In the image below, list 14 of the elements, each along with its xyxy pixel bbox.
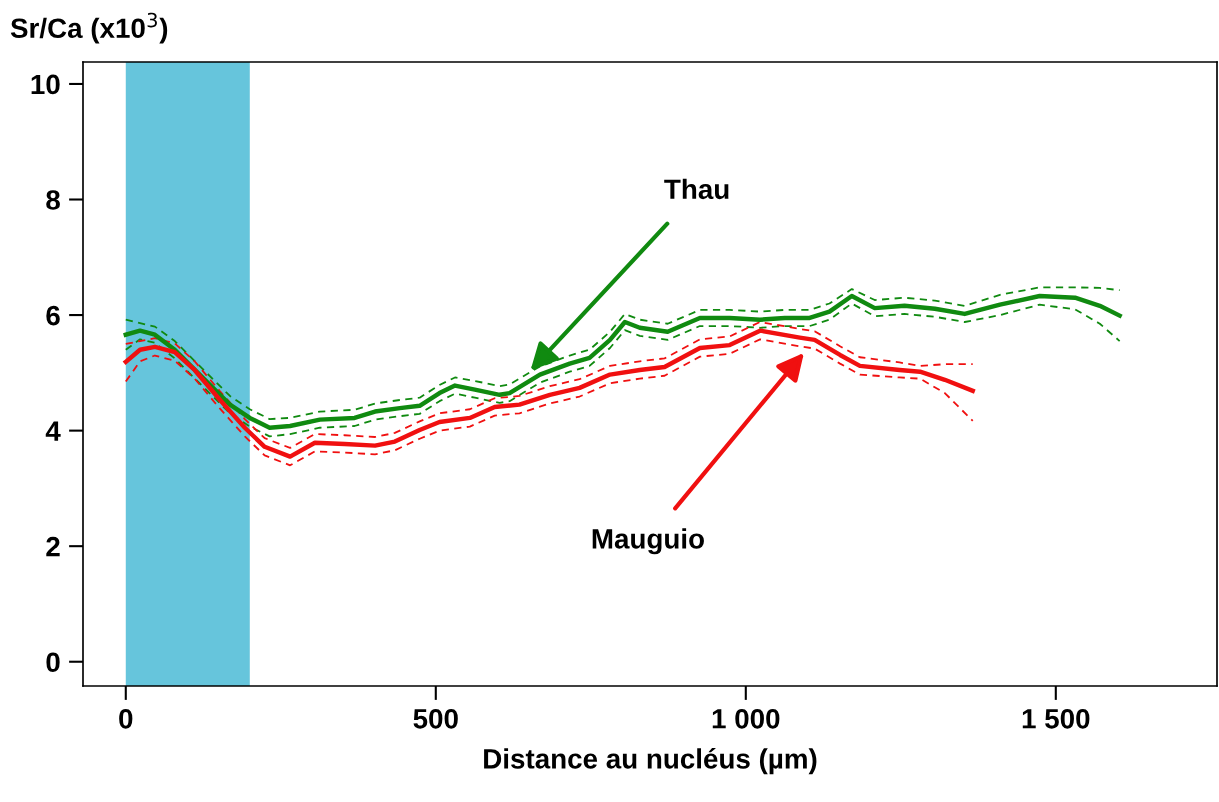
x-tick-label: 0 bbox=[119, 708, 133, 729]
y-tick-label: 10 bbox=[31, 74, 60, 95]
y-tick-label: 4 bbox=[45, 421, 61, 441]
x-tick-label: 1 000 bbox=[712, 708, 780, 729]
x-axis-title: Distance au nucléus (µm) bbox=[484, 748, 817, 775]
text: Mauguio bbox=[592, 528, 704, 555]
x-tick-label: 500 bbox=[413, 708, 458, 729]
x-tick-label: 1 500 bbox=[1022, 708, 1090, 729]
y-tick-label: 2 bbox=[46, 536, 60, 557]
y-tick-label: 0 bbox=[46, 652, 60, 673]
y-tick-label: 8 bbox=[46, 190, 60, 210]
y-axis-title: Sr/Ca (x10$^{3}$) bbox=[10, 12, 168, 44]
y-tick-label: 6 bbox=[46, 305, 60, 326]
text: Thau bbox=[664, 178, 729, 200]
